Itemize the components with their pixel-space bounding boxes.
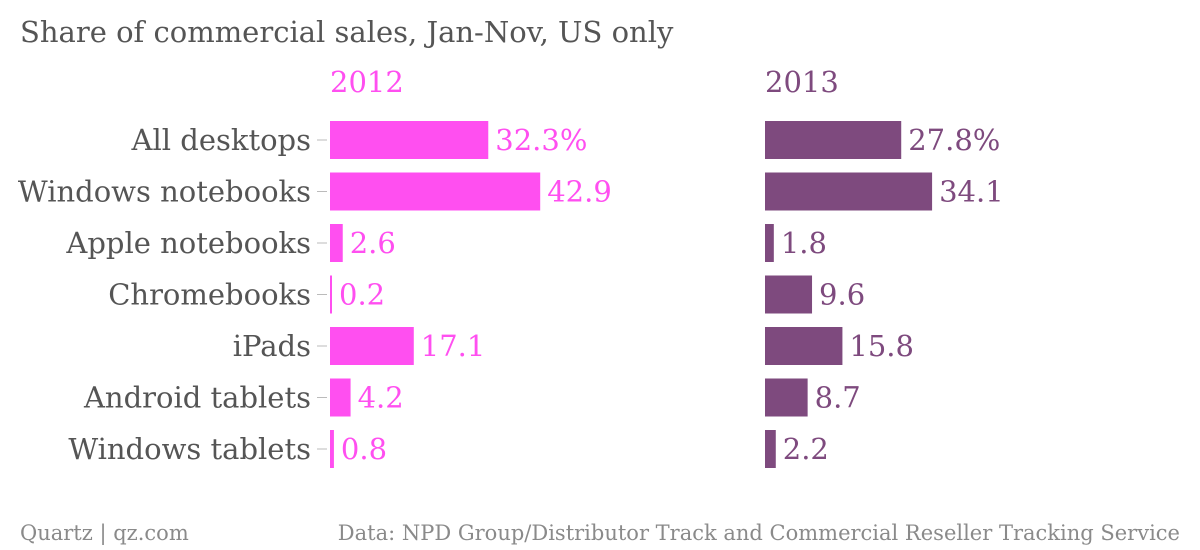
bar <box>765 327 843 365</box>
bar <box>330 121 489 159</box>
panel-2013: 2013 27.8% 34.1 1.8 9.6 15.8 8.7 2.2 <box>765 65 1004 468</box>
bar <box>330 275 332 314</box>
data-label: 42.9 <box>547 175 612 209</box>
data-label: 9.6 <box>819 278 865 312</box>
data-label: 8.7 <box>815 381 861 415</box>
panel-2012: 2012 32.3% 42.9 2.6 0.2 17.1 4.2 0.8 <box>330 65 612 468</box>
category-label: Windows notebooks <box>18 175 311 209</box>
category-label: Windows tablets <box>68 432 311 466</box>
series-label: 2013 <box>765 65 839 99</box>
data-label: 4.2 <box>358 381 404 415</box>
bar <box>330 224 343 262</box>
bar <box>330 172 541 211</box>
category-label: iPads <box>233 329 311 363</box>
data-label: 17.1 <box>421 329 486 363</box>
data-label: 2.2 <box>783 432 829 466</box>
bar <box>765 121 902 159</box>
chart-title: Share of commercial sales, Jan-Nov, US o… <box>20 15 674 49</box>
bar <box>765 172 933 211</box>
data-label: 15.8 <box>849 329 914 363</box>
category-label: All desktops <box>131 123 311 157</box>
data-label: 2.6 <box>350 226 396 260</box>
data-label: 0.2 <box>339 278 385 312</box>
data-label: 34.1 <box>939 175 1004 209</box>
data-label: 27.8% <box>908 123 1000 157</box>
bar <box>765 224 774 262</box>
bar <box>330 430 334 468</box>
source-right: Data: NPD Group/Distributor Track and Co… <box>338 521 1180 545</box>
bar <box>330 378 351 417</box>
category-label: Apple notebooks <box>65 226 311 260</box>
category-labels: All desktops Windows notebooks Apple noteb… <box>18 123 327 466</box>
bar <box>765 378 808 417</box>
source-left: Quartz | qz.com <box>20 521 189 546</box>
category-label: Android tablets <box>83 381 311 415</box>
bar <box>330 327 414 365</box>
category-label: Chromebooks <box>108 278 311 312</box>
data-label: 1.8 <box>781 226 827 260</box>
bar <box>765 430 776 468</box>
bar <box>765 275 813 314</box>
data-label: 32.3% <box>495 123 587 157</box>
series-label: 2012 <box>330 65 404 99</box>
data-label: 0.8 <box>341 432 387 466</box>
chart-panels: 2012 32.3% 42.9 2.6 0.2 17.1 4.2 0.8 2013 27.8% 34… <box>330 65 1004 468</box>
